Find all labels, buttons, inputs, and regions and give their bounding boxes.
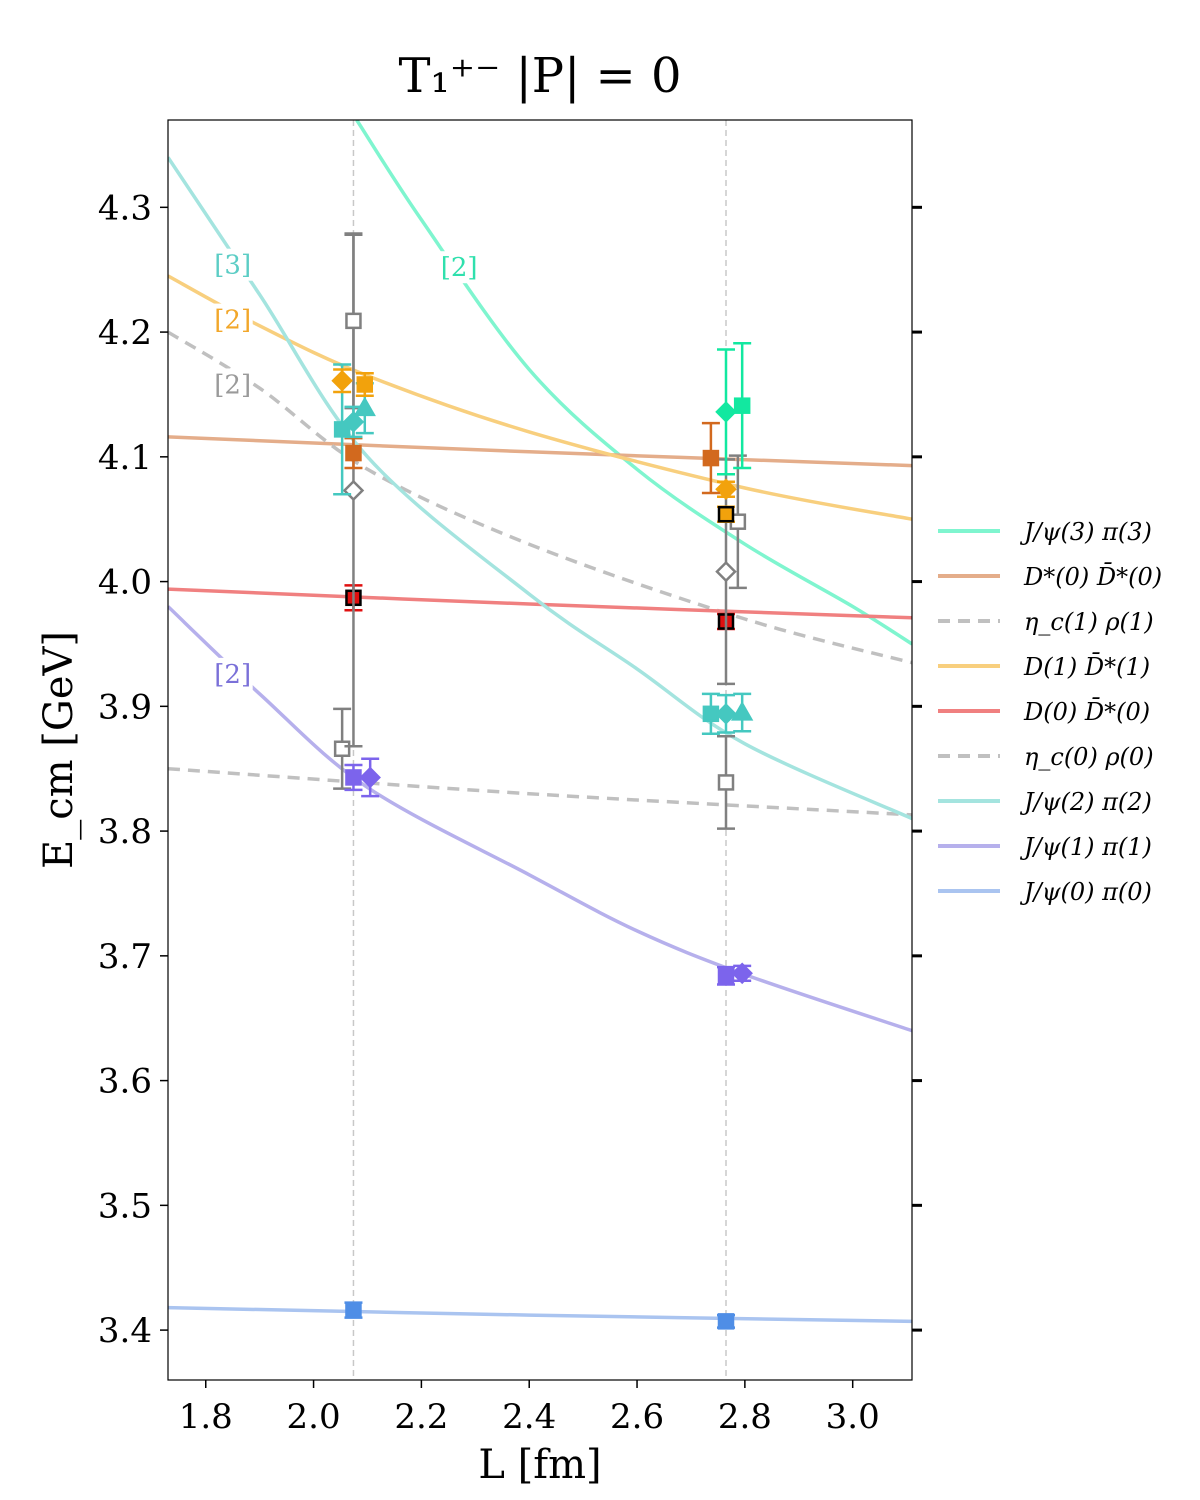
- y-tick-label-5: 3.9: [98, 687, 152, 727]
- x-tick-label-1: 2.0: [287, 1397, 341, 1437]
- marker-diamond-26: [715, 401, 737, 423]
- data-point-22: [728, 454, 747, 590]
- marker-square-2: [345, 769, 362, 786]
- curve-tag-bg-0: [212, 248, 253, 281]
- x-tick-label-0: 1.8: [179, 1397, 233, 1437]
- legend-label-0: J/ψ(3) π(3): [1019, 518, 1152, 546]
- x-tick-label-2: 2.2: [394, 1397, 448, 1437]
- curve-tag-0: [3]: [214, 251, 251, 281]
- data-point-13: [717, 1313, 735, 1330]
- curve-tag-3: [2]: [441, 253, 478, 283]
- curve-1: [168, 435, 912, 468]
- marker-diamond-18: [715, 703, 737, 725]
- legend-label-4: D(0) D̄*(0): [1023, 698, 1150, 726]
- data-point-2: [344, 763, 363, 792]
- y-tick-label-0: 3.4: [98, 1311, 152, 1351]
- marker-square-25: [702, 449, 720, 467]
- x-tick-label-4: 2.6: [610, 1397, 664, 1437]
- y-tick-label-1: 3.5: [98, 1186, 152, 1226]
- marker-square-23: [717, 505, 735, 523]
- curve-tag-bg-3: [439, 251, 480, 284]
- curve-2: [168, 330, 912, 665]
- plot-frame: [167, 119, 913, 1381]
- y-tick-label-4: 3.8: [98, 812, 152, 852]
- curve-tag-2: [2]: [214, 370, 251, 400]
- curve-tag-1: [2]: [214, 306, 251, 336]
- marker-diamond-9: [342, 411, 365, 433]
- curve-6: [168, 156, 912, 821]
- marker-square-12: [356, 376, 374, 393]
- marker-diamond-3: [359, 766, 381, 789]
- marker-diamond-21: [715, 560, 737, 583]
- legend-label-8: J/ψ(0) π(0): [1019, 878, 1152, 906]
- data-point-7: [344, 436, 363, 470]
- plot-clip-group: [3] [2] [2] [2] [2]: [168, 120, 912, 1380]
- plot-area: [3] [2] [2] [2] [2]: [167, 119, 913, 1381]
- chart-title: T₁⁺⁻ |P| = 0: [398, 48, 681, 104]
- x-tick-label-5: 2.8: [718, 1397, 772, 1437]
- data-point-15: [731, 962, 753, 985]
- marker-square-27: [733, 397, 751, 414]
- curve-3: [168, 274, 912, 521]
- marker-diamond-15: [731, 962, 753, 985]
- y-tick-label-9: 4.3: [98, 188, 152, 228]
- x-tick-label-3: 2.4: [502, 1397, 556, 1437]
- data-point-14: [717, 965, 735, 986]
- data-point-23: [717, 505, 735, 523]
- curve-tag-bg-4: [212, 657, 253, 690]
- marker-square-7: [345, 444, 362, 462]
- data-point-18: [715, 693, 737, 734]
- data-point-27: [733, 342, 752, 470]
- curve-8: [168, 1305, 912, 1324]
- marker-diamond-5: [342, 479, 365, 502]
- curve-tag-bg-1: [212, 303, 253, 336]
- data-point-11: [331, 368, 353, 394]
- x-axis-title: L [fm]: [478, 1442, 601, 1488]
- legend-label-7: J/ψ(1) π(1): [1019, 833, 1152, 861]
- legend-label-5: η_c(0) ρ(0): [1024, 743, 1154, 771]
- curve-7: [168, 605, 912, 1033]
- marker-square-1: [333, 740, 351, 758]
- x-tick-label-6: 3.0: [826, 1397, 880, 1437]
- y-tick-label-6: 4.0: [98, 563, 152, 603]
- y-tick-label-8: 4.2: [98, 313, 152, 353]
- y-axis-title: E_cm [GeV]: [36, 631, 82, 869]
- x-axis: 1.8 2.0 2.2 2.4 2.6 2.8 3.0 L [fm]: [179, 1380, 880, 1488]
- legend-label-6: J/ψ(2) π(2): [1019, 788, 1152, 816]
- y-tick-label-2: 3.6: [98, 1062, 152, 1102]
- y-axis: 3.4 3.5 3.6 3.7 3.8 3.9 4.0 4.1 4.2 4.3 E_cm [GeV]: [36, 188, 922, 1351]
- marker-square-14: [717, 967, 735, 985]
- y-tick-label-3: 3.7: [98, 937, 152, 977]
- data-point-24: [715, 478, 737, 501]
- marker-triangle-10: [353, 396, 376, 417]
- chart-title-group: T₁⁺⁻ |P| = 0: [398, 48, 681, 104]
- marker-triangle-19: [731, 701, 754, 721]
- data-point-26: [715, 348, 737, 476]
- marker-diamond-11: [331, 369, 353, 392]
- curve-0: [355, 120, 912, 646]
- marker-square-8: [333, 421, 351, 438]
- y-tick-label-7: 4.1: [98, 438, 152, 478]
- curve-tag-bg-2: [212, 368, 253, 401]
- marker-square-0: [345, 1301, 362, 1319]
- legend-label-1: D*(0) D̄*(0): [1023, 563, 1162, 591]
- data-point-16: [717, 735, 735, 830]
- data-point-19: [731, 692, 754, 733]
- data-point-12: [355, 371, 374, 397]
- legend-label-2: η_c(1) ρ(1): [1024, 608, 1154, 636]
- marker-diamond-24: [715, 478, 737, 501]
- marker-square-6: [345, 312, 362, 330]
- legend-label-3: D(1) D̄*(1): [1023, 653, 1150, 681]
- marker-square-16: [717, 774, 735, 791]
- data-point-25: [701, 421, 720, 495]
- curve-tag-4: [2]: [214, 660, 251, 690]
- curve-5: [168, 766, 912, 817]
- data-point-0: [344, 1301, 363, 1319]
- data-point-3: [359, 757, 381, 798]
- legend: J/ψ(3) π(3) D*(0) D̄*(0) η_c(1) ρ(1) D(1) D…: [938, 518, 1162, 906]
- curve-4: [168, 587, 912, 620]
- marker-square-13: [717, 1313, 735, 1330]
